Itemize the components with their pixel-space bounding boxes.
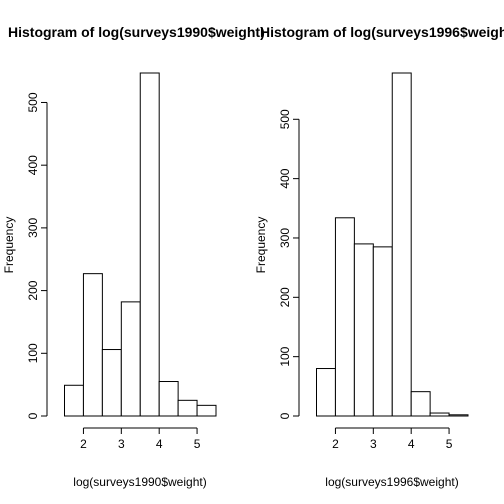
histogram-bar [391, 72, 412, 417]
bar-group [316, 72, 469, 417]
y-tick-label: 100 [278, 346, 292, 366]
histogram-bar [64, 384, 84, 417]
x-tick-label: 5 [446, 437, 453, 451]
histogram-bar [101, 349, 122, 417]
y-axis-label: Frequency [254, 217, 268, 274]
histogram-bar [316, 368, 336, 417]
y-tick-label: 300 [278, 228, 292, 248]
y-tick-label: 500 [278, 109, 292, 129]
x-tick-label: 2 [80, 437, 87, 451]
histogram-bar [139, 72, 160, 417]
x-tick-label: 3 [370, 437, 377, 451]
y-axis: 0 100 200 300 400 500 [26, 92, 48, 419]
histogram-bar [448, 414, 469, 417]
histogram-bar [120, 301, 141, 417]
y-tick-label: 500 [26, 92, 40, 112]
y-tick-label: 200 [26, 280, 40, 300]
x-tick-label: 5 [194, 437, 201, 451]
histogram-panel-1996: Histogram of log(surveys1996$weight) log… [254, 24, 504, 489]
x-tick-label: 4 [408, 437, 415, 451]
histogram-bar [372, 246, 393, 417]
x-tick-label: 3 [118, 437, 125, 451]
y-tick-label: 0 [278, 412, 292, 419]
histogram-bar [158, 381, 179, 417]
histogram-bar [429, 412, 450, 417]
chart-title: Histogram of log(surveys1990$weight) [8, 24, 265, 40]
y-tick-label: 300 [26, 218, 40, 238]
histogram-bar [177, 399, 198, 417]
histogram-bar [82, 273, 103, 417]
x-axis-label: log(surveys1996$weight) [325, 475, 458, 489]
x-axis: 2 3 4 5 [332, 427, 453, 451]
y-axis: 0 100 200 300 400 500 [278, 109, 300, 419]
histogram-panel-1990: Histogram of log(surveys1990$weight) log… [2, 24, 265, 489]
y-tick-label: 400 [26, 155, 40, 175]
histogram-bar [196, 404, 217, 417]
y-axis-label: Frequency [2, 217, 16, 274]
y-tick-label: 0 [26, 412, 40, 419]
x-axis: 2 3 4 5 [80, 427, 201, 451]
y-tick-label: 200 [278, 287, 292, 307]
bar-group [64, 72, 217, 417]
x-tick-label: 2 [332, 437, 339, 451]
histogram-bar [353, 243, 374, 417]
y-tick-label: 100 [26, 343, 40, 363]
chart-title: Histogram of log(surveys1996$weight) [260, 24, 504, 40]
x-axis-label: log(surveys1990$weight) [73, 475, 206, 489]
histogram-bar [410, 391, 431, 417]
histogram-bar [334, 217, 355, 417]
x-tick-label: 4 [156, 437, 163, 451]
y-tick-label: 400 [278, 168, 292, 188]
